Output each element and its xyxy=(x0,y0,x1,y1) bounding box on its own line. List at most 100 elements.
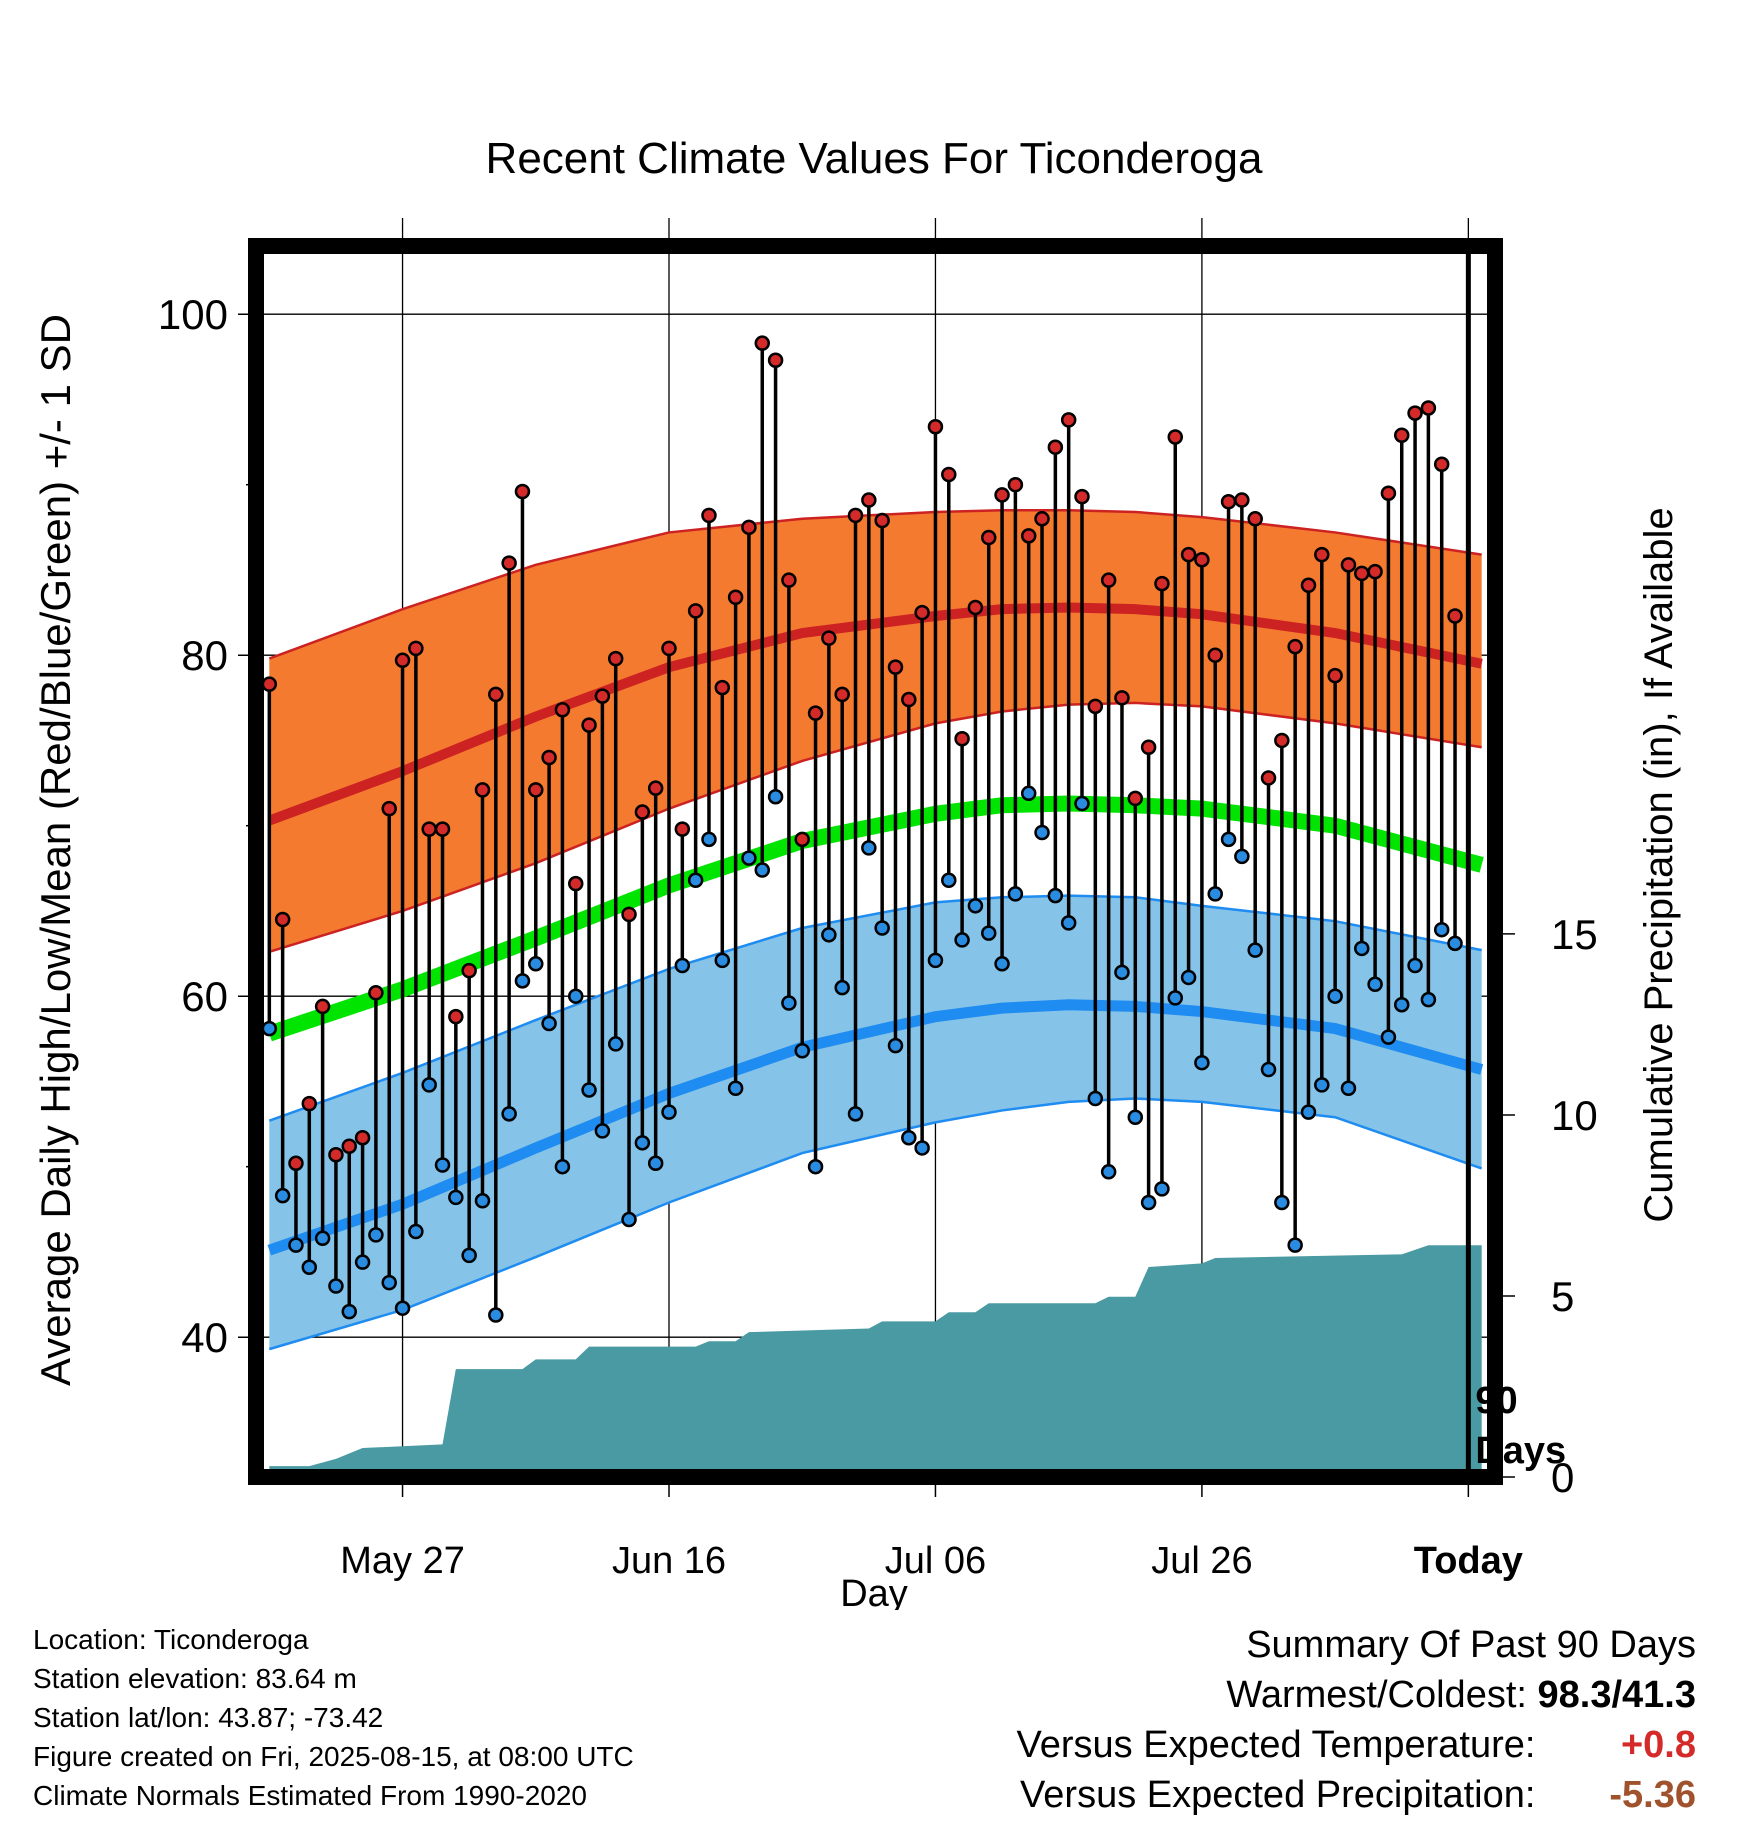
high-point xyxy=(1034,511,1050,527)
low-point xyxy=(874,920,890,936)
warmest-coldest-row: Warmest/Coldest: 98.3/41.3 xyxy=(1017,1670,1696,1720)
low-point xyxy=(941,872,957,889)
high-point xyxy=(1314,546,1330,563)
daily-range-stems xyxy=(267,343,1457,1316)
normal-mean-line xyxy=(266,795,1484,1042)
high-point xyxy=(1447,608,1463,624)
precip-vs-expected-label: Versus Expected Precipitation: xyxy=(1020,1774,1536,1816)
low-point xyxy=(647,1155,664,1172)
low-point xyxy=(1274,1194,1290,1211)
y-right-tick-label: 0 xyxy=(1551,1454,1574,1501)
high-point xyxy=(1114,690,1130,706)
low-point xyxy=(1420,991,1437,1008)
low-point xyxy=(781,995,797,1011)
low-point xyxy=(954,932,970,948)
low-point xyxy=(274,1187,291,1204)
low-point xyxy=(261,1020,278,1037)
high-point xyxy=(581,717,597,733)
climate-chart: Recent Climate Values For Ticonderoga 90… xyxy=(32,134,1681,1610)
low-point xyxy=(1167,990,1184,1006)
normal-low-line xyxy=(267,999,1484,1256)
high-point xyxy=(434,821,451,837)
high-point xyxy=(741,519,757,536)
low-point xyxy=(581,1082,597,1098)
high-point xyxy=(261,676,278,692)
high-point xyxy=(927,418,944,435)
low-point xyxy=(381,1274,397,1291)
high-point xyxy=(394,652,411,669)
high-point xyxy=(1340,557,1357,573)
high-point xyxy=(1407,405,1423,421)
high-point xyxy=(1393,427,1410,444)
high-point xyxy=(1433,456,1450,472)
high-point xyxy=(1180,546,1197,563)
low-point xyxy=(1007,886,1024,902)
x-tick-label: May 27 xyxy=(340,1540,465,1582)
x-axis-label: Day xyxy=(840,1573,908,1610)
low-point xyxy=(927,952,944,969)
high-point xyxy=(474,782,491,798)
plot-frame xyxy=(248,238,1503,1485)
high-point xyxy=(834,686,850,703)
low-point xyxy=(1087,1090,1104,1107)
high-point xyxy=(448,1008,464,1025)
high-point xyxy=(1020,528,1037,544)
high-point xyxy=(501,555,517,571)
high-point xyxy=(980,529,997,546)
low-point xyxy=(1114,964,1130,981)
low-point xyxy=(887,1037,904,1054)
high-point xyxy=(1207,647,1223,663)
high-point xyxy=(488,686,504,703)
low-point xyxy=(1367,976,1383,993)
precip-vs-expected-row: Versus Expected Precipitation: -5.36 xyxy=(1017,1770,1696,1820)
temp-vs-expected-value: +0.8 xyxy=(1620,1724,1696,1766)
low-point xyxy=(807,1158,824,1175)
low-point xyxy=(634,1135,651,1151)
high-point xyxy=(941,466,957,483)
low-point xyxy=(1140,1194,1157,1211)
precipitation-area-fill xyxy=(269,1245,1482,1477)
low-point xyxy=(1220,831,1237,848)
low-point xyxy=(1287,1237,1303,1253)
low-point xyxy=(661,1104,677,1120)
high-point xyxy=(328,1147,344,1163)
high-point xyxy=(301,1095,318,1112)
high-point xyxy=(781,572,797,588)
high-point xyxy=(847,507,864,524)
high-point xyxy=(621,906,637,923)
low-point xyxy=(288,1237,304,1253)
high-point xyxy=(674,821,691,837)
high-point xyxy=(607,650,624,667)
precip-vs-expected-value: -5.36 xyxy=(1609,1774,1696,1816)
low-point xyxy=(301,1259,318,1276)
low-point xyxy=(847,1106,864,1122)
y-left-tick-label: 40 xyxy=(181,1314,228,1361)
low-point xyxy=(408,1223,424,1240)
latlon-text: Station lat/lon: 43.87; -73.42 xyxy=(33,1702,384,1733)
high-point xyxy=(1367,563,1383,580)
x-tick-label: Today xyxy=(1414,1540,1523,1582)
high-point xyxy=(594,688,611,704)
low-point xyxy=(541,1015,557,1032)
low-point xyxy=(701,831,717,848)
created-text: Figure created on Fri, 2025-08-15, at 08… xyxy=(33,1741,634,1772)
normal-high-band xyxy=(269,510,1482,952)
high-point xyxy=(727,589,744,605)
low-point xyxy=(980,925,997,941)
low-point xyxy=(901,1129,917,1146)
high-point xyxy=(874,512,890,529)
high-point xyxy=(421,821,437,837)
high-point xyxy=(354,1129,371,1146)
low-point xyxy=(1180,969,1197,986)
high-point xyxy=(861,492,877,508)
normal-bands xyxy=(266,509,1484,1351)
low-point xyxy=(1327,988,1343,1004)
low-point xyxy=(488,1307,504,1323)
temp-vs-expected-label: Versus Expected Temperature: xyxy=(1016,1724,1536,1766)
high-point xyxy=(661,640,677,657)
low-point xyxy=(501,1106,517,1122)
high-point xyxy=(554,702,571,718)
temp-vs-expected-row: Versus Expected Temperature: +0.8 xyxy=(1017,1720,1696,1770)
low-point xyxy=(1234,848,1250,865)
high-point xyxy=(1140,739,1157,756)
